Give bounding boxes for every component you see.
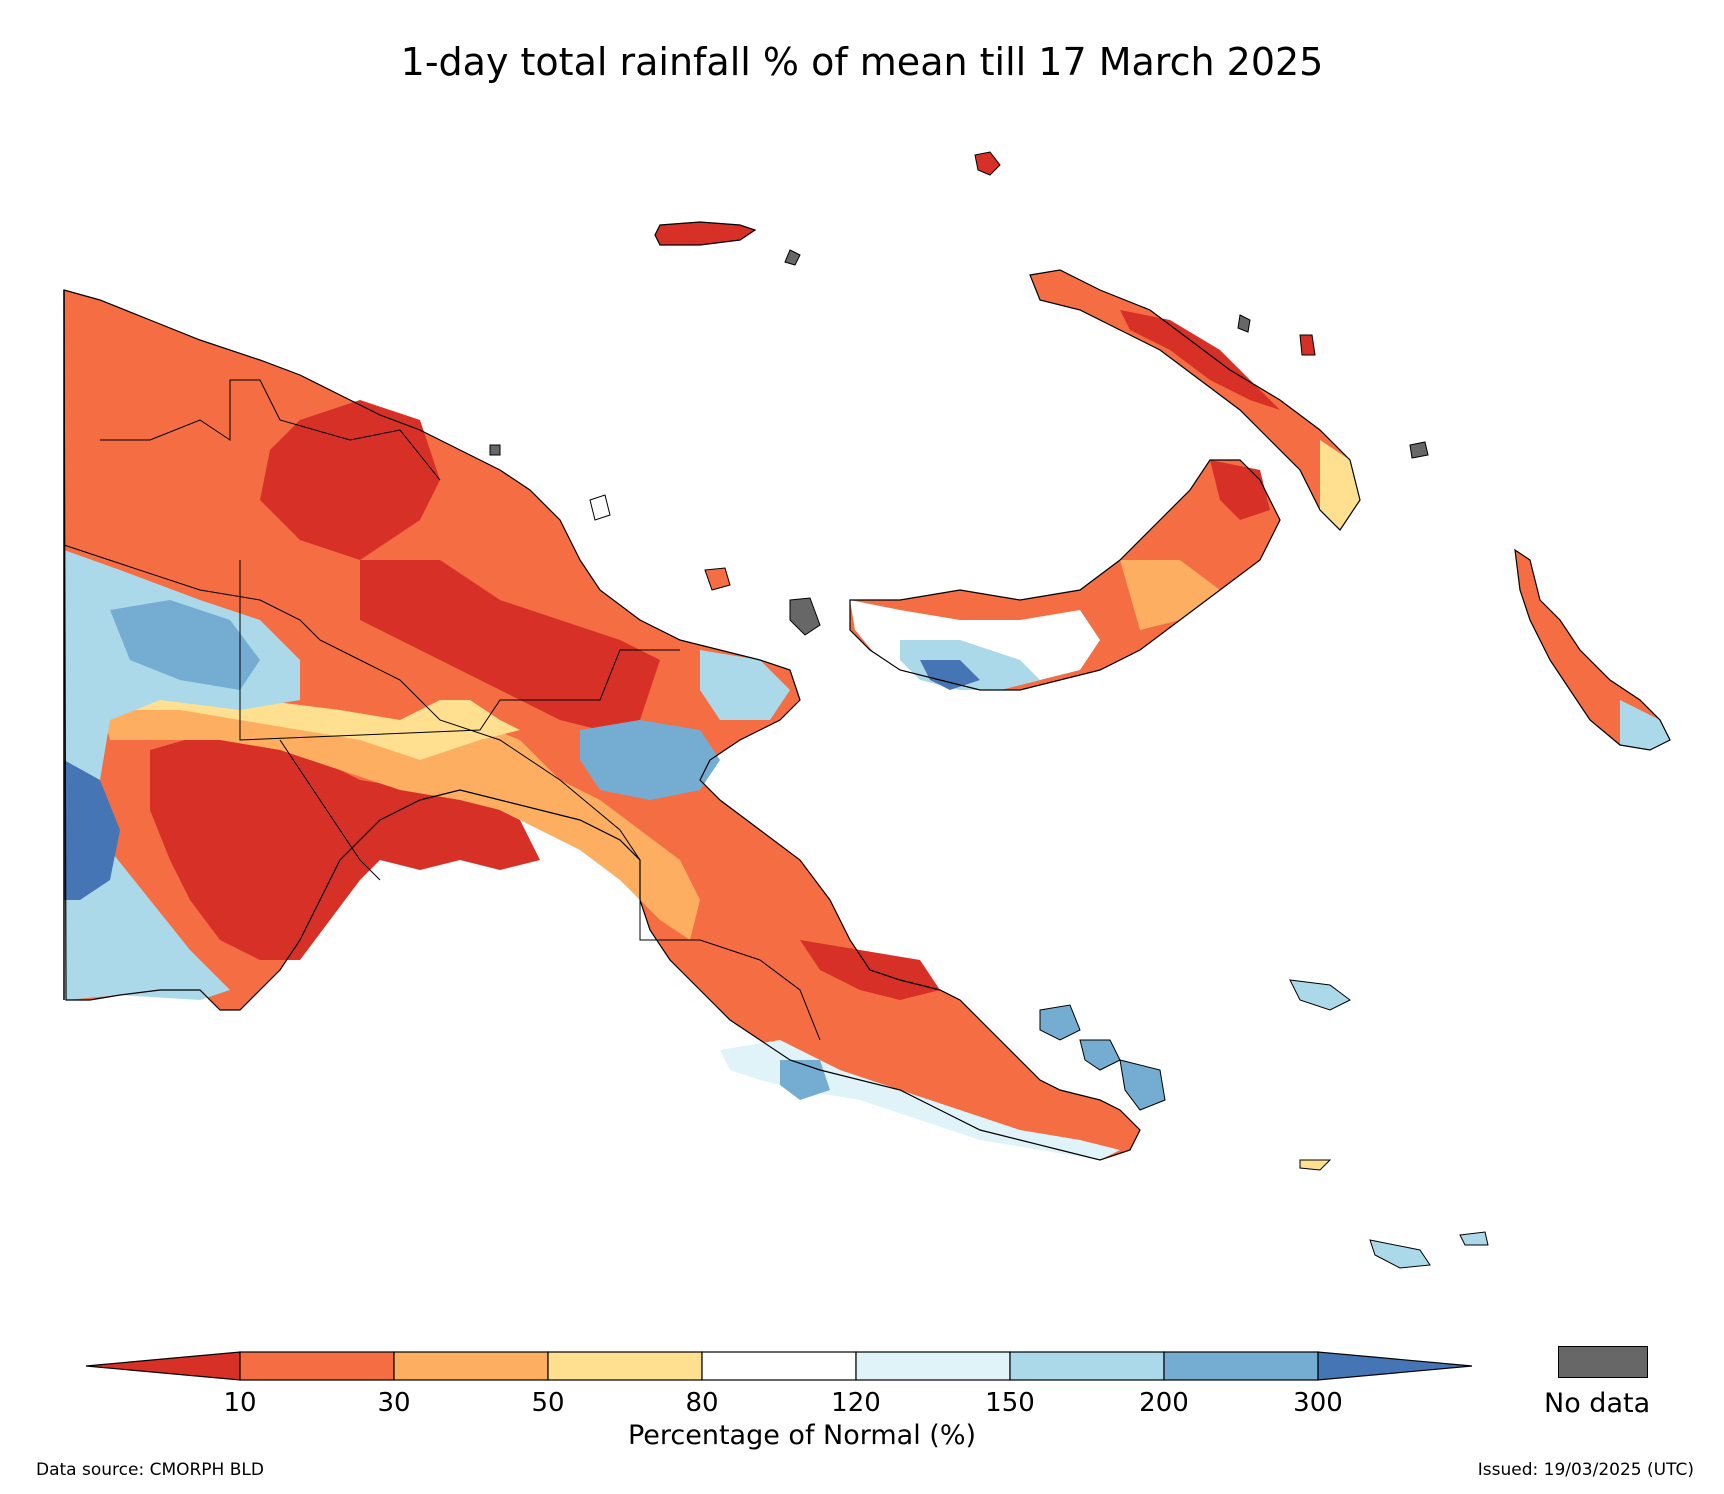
mainland	[63, 289, 1141, 1161]
rainfall-map	[63, 151, 1671, 1269]
bougainville	[1514, 548, 1671, 751]
colorbar-bin	[701, 1351, 857, 1381]
nodata-swatch	[1558, 1346, 1648, 1378]
small-island	[1369, 1239, 1431, 1269]
bougainville-outline	[1514, 548, 1671, 751]
province-boundaries	[100, 379, 441, 481]
province-boundaries-4	[279, 739, 381, 881]
colorbar-tick: 30	[377, 1388, 411, 1418]
new-ireland	[1029, 269, 1361, 531]
mainland-outline	[63, 289, 1141, 1161]
small-island	[1409, 441, 1429, 459]
nodata-label: No data	[1544, 1388, 1651, 1419]
small-island	[1039, 1004, 1081, 1041]
colorbar-tick: 120	[831, 1388, 881, 1418]
nb-blue-deep	[920, 660, 980, 690]
colorbar-upper-arrow	[1317, 1351, 1473, 1381]
small-island	[1289, 979, 1351, 1011]
zone-wet-west-mid	[110, 600, 260, 690]
nb-outline	[849, 459, 1281, 691]
province-boundaries-5	[639, 860, 821, 1041]
colorbar-tick: 200	[1139, 1388, 1189, 1418]
colorbar-tick: 10	[223, 1388, 257, 1418]
colorbar-bin	[547, 1351, 703, 1381]
small-island	[1237, 314, 1251, 333]
province-boundaries-3	[239, 560, 680, 741]
colorbar-bin	[239, 1351, 395, 1381]
zone-wet-east	[580, 720, 720, 800]
colorbar-lower-arrow	[85, 1351, 241, 1381]
small-island	[1299, 334, 1316, 356]
nb-orange	[1120, 560, 1220, 630]
ni-outline	[1029, 269, 1361, 531]
colorbar-bin	[393, 1351, 549, 1381]
small-island	[974, 151, 1001, 176]
manus-island	[654, 221, 757, 246]
colorbar-bin	[1163, 1351, 1319, 1381]
small-island	[589, 494, 611, 521]
issued-date: Issued: 19/03/2025 (UTC)	[1477, 1460, 1694, 1480]
zone-wet-west-deep	[64, 760, 120, 900]
colorbar-tick: 150	[985, 1388, 1035, 1418]
data-source: Data source: CMORPH BLD	[36, 1460, 264, 1480]
colorbar-axis-label: Percentage of Normal (%)	[627, 1420, 977, 1451]
colorbar-bin	[1009, 1351, 1165, 1381]
colorbar-bin	[855, 1351, 1011, 1381]
small-island	[489, 444, 501, 456]
small-island	[704, 567, 731, 591]
zone-se-blue	[780, 1060, 830, 1100]
zone-lt10-north	[260, 400, 440, 560]
map-title: 1-day total rainfall % of mean till 17 M…	[400, 40, 1324, 84]
ni-red	[1120, 310, 1280, 410]
province-boundaries-2	[63, 544, 641, 861]
small-island	[1459, 1231, 1489, 1246]
bougainville-south	[1620, 700, 1670, 750]
colorbar-tick: 300	[1293, 1388, 1343, 1418]
zone-lt10-central	[360, 560, 660, 730]
small-island	[1119, 1059, 1166, 1111]
small-island	[789, 597, 821, 636]
zone-wet-tip	[700, 650, 790, 720]
small-island	[1299, 1159, 1332, 1171]
small-island	[1079, 1039, 1121, 1071]
ni-south	[1320, 440, 1360, 530]
colorbar-tick: 50	[531, 1388, 565, 1418]
small-island	[784, 249, 801, 266]
bougainville-base	[1515, 550, 1670, 750]
new-britain	[849, 459, 1281, 691]
colorbar-tick: 80	[685, 1388, 719, 1418]
zone-lt10-south	[150, 730, 540, 960]
